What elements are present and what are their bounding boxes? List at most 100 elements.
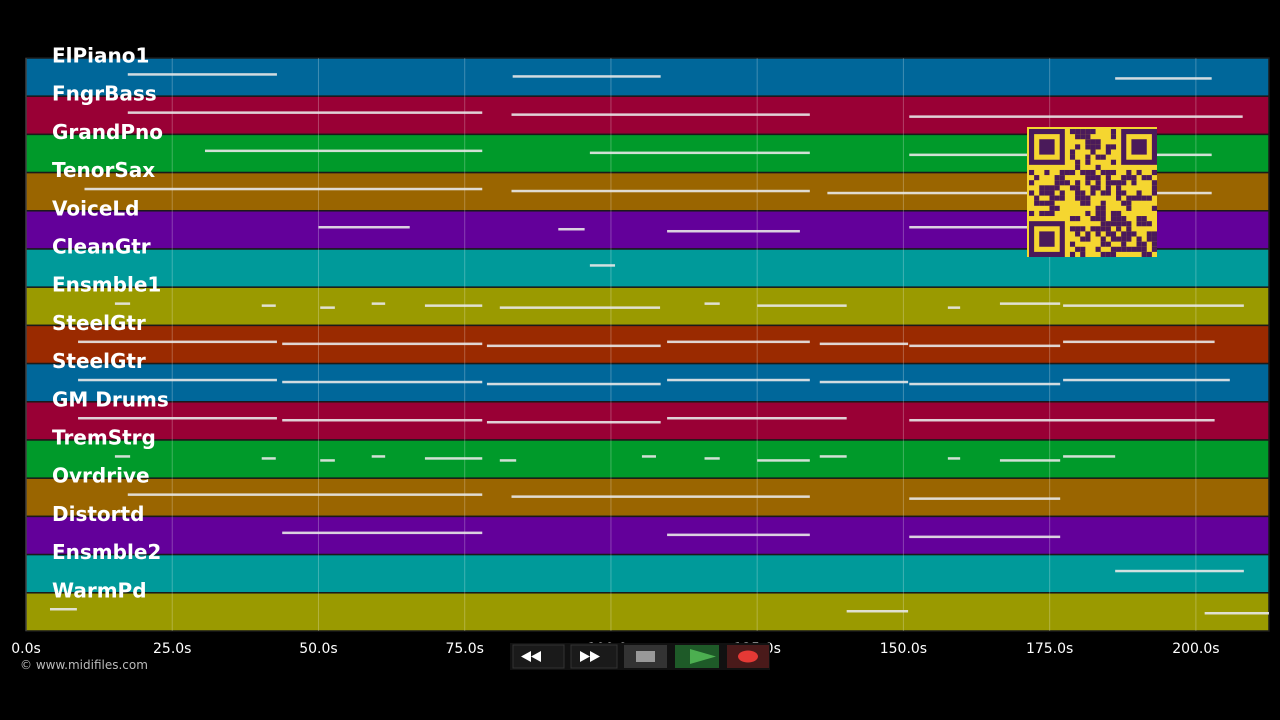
qr-cell <box>1100 190 1106 196</box>
qr-cell <box>1049 200 1055 206</box>
qr-cell <box>1075 129 1081 135</box>
note <box>1063 455 1116 458</box>
qr-cell <box>1080 169 1086 176</box>
note <box>282 380 483 384</box>
qr-cell <box>1141 241 1147 247</box>
qr-cell <box>1151 185 1157 191</box>
qr-cell <box>1100 226 1106 232</box>
qr-cell <box>1126 221 1132 227</box>
qr-cell <box>1085 210 1091 217</box>
qr-cell <box>1100 154 1106 160</box>
qr-cell <box>1116 216 1122 222</box>
qr-cell <box>1044 185 1050 191</box>
note <box>486 420 661 424</box>
rewind-button[interactable] <box>512 644 565 669</box>
note <box>667 533 810 537</box>
note <box>827 191 1212 195</box>
qr-cell <box>1121 200 1127 206</box>
qr-cell <box>1121 216 1127 222</box>
qr-cell <box>1146 221 1152 227</box>
note <box>78 340 277 344</box>
qr-cell <box>1029 190 1035 196</box>
note <box>909 418 1215 422</box>
qr-cell <box>1090 149 1096 155</box>
qr-cell <box>1080 246 1086 252</box>
qr-cell <box>1105 185 1111 191</box>
qr-cell <box>1105 169 1111 176</box>
qr-cell <box>1100 169 1106 176</box>
qr-cell <box>1116 221 1122 227</box>
qr-cell <box>1095 231 1101 237</box>
qr-cell <box>1064 180 1070 186</box>
qr-cell <box>1151 231 1157 237</box>
qr-cell <box>1054 205 1060 211</box>
qr-cell <box>1116 190 1122 196</box>
x-tick-label: 50.0s <box>299 641 337 657</box>
note <box>589 151 810 155</box>
qr-cell <box>1121 190 1127 196</box>
note <box>819 380 909 384</box>
note <box>511 495 810 498</box>
qr-cell <box>1090 169 1096 176</box>
transport <box>510 643 770 670</box>
note <box>424 304 483 307</box>
qr-cell <box>1105 231 1111 237</box>
note <box>204 149 483 153</box>
qr-cell <box>1146 195 1152 201</box>
qr-cell <box>1105 180 1111 186</box>
qr-cell <box>1039 210 1045 217</box>
qr-cell <box>1116 236 1122 242</box>
qr-cell <box>1095 139 1101 145</box>
note <box>78 416 277 420</box>
qr-cell <box>1095 144 1101 150</box>
play-button[interactable] <box>675 645 719 668</box>
qr-cell <box>1126 195 1132 201</box>
lane <box>25 439 1270 479</box>
qr-cell <box>1151 169 1157 176</box>
qr-cell <box>1116 246 1122 252</box>
stop-button[interactable] <box>624 645 667 668</box>
qr-cell <box>1080 195 1086 201</box>
note <box>127 111 483 114</box>
qr-cell <box>1126 236 1132 242</box>
qr-cell <box>1110 236 1117 242</box>
qr-cell <box>1136 195 1142 201</box>
qr-cell <box>1085 129 1091 135</box>
record-button[interactable] <box>727 645 769 668</box>
qr-cell <box>1110 159 1117 165</box>
qr-cell <box>1069 154 1076 160</box>
qr-cell <box>1105 251 1111 257</box>
note <box>512 75 661 78</box>
qr-cell <box>1095 246 1101 252</box>
qr-cell <box>1121 241 1127 247</box>
qr-cell <box>1075 144 1081 150</box>
qr-cell <box>1116 195 1122 201</box>
forward-button[interactable] <box>570 644 618 669</box>
note <box>282 418 483 422</box>
x-tick-label: 25.0s <box>153 641 191 657</box>
qr-cell <box>1126 200 1132 206</box>
qr-cell <box>1069 216 1076 222</box>
qr-cell <box>1121 246 1127 252</box>
track-name: Ovrdrive <box>52 464 150 488</box>
track-name: VoiceLd <box>52 196 139 220</box>
qr-cell <box>1090 190 1096 196</box>
qr-finder <box>1131 139 1147 155</box>
qr-cell <box>1126 205 1132 211</box>
qr-cell <box>1141 246 1147 252</box>
qr-cell <box>1110 134 1117 140</box>
notes <box>49 73 1269 615</box>
note <box>667 229 800 233</box>
qr-cell <box>1069 226 1076 232</box>
note <box>846 609 909 613</box>
qr-cell <box>1100 241 1106 247</box>
qr-cell <box>1034 175 1040 181</box>
qr-cell <box>1069 149 1076 155</box>
qr-cell <box>1085 236 1091 242</box>
qr-cell <box>1116 226 1122 232</box>
track-name: WarmPd <box>52 578 147 602</box>
qr-cell <box>1029 180 1035 186</box>
qr-cell <box>1141 175 1147 181</box>
track-name: Ensmble1 <box>52 273 161 297</box>
qr-cell <box>1110 246 1117 252</box>
